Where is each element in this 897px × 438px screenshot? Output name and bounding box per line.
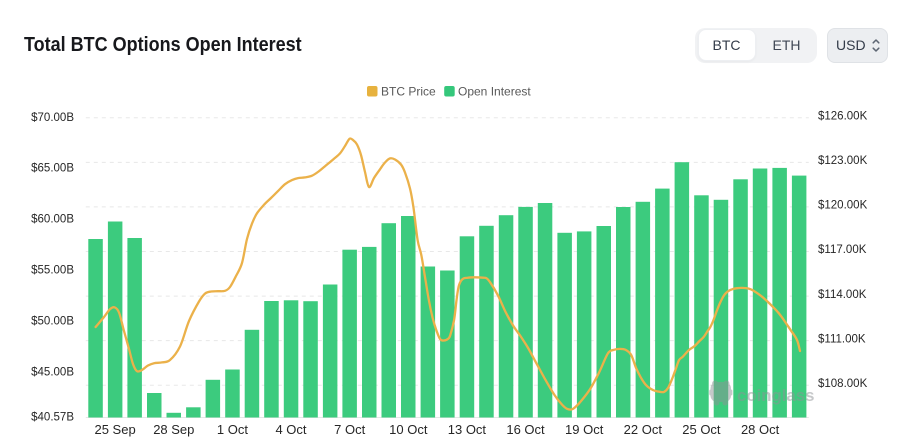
svg-text:$123.00K: $123.00K bbox=[818, 155, 868, 167]
svg-text:$70.00B: $70.00B bbox=[31, 112, 74, 124]
svg-text:7 Oct: 7 Oct bbox=[334, 422, 365, 437]
svg-text:28 Sep: 28 Sep bbox=[153, 422, 194, 437]
svg-text:$117.00K: $117.00K bbox=[818, 244, 867, 256]
svg-text:22 Oct: 22 Oct bbox=[624, 422, 663, 437]
svg-text:$111.00K: $111.00K bbox=[818, 333, 866, 345]
svg-text:25 Sep: 25 Sep bbox=[94, 422, 135, 437]
svg-text:$126.00K: $126.00K bbox=[818, 111, 868, 123]
svg-text:16 Oct: 16 Oct bbox=[506, 422, 545, 437]
svg-text:4 Oct: 4 Oct bbox=[275, 422, 306, 437]
svg-text:$40.57B: $40.57B bbox=[31, 412, 74, 424]
svg-text:Open Interest: Open Interest bbox=[458, 85, 531, 99]
svg-text:BTC Price: BTC Price bbox=[381, 85, 436, 99]
svg-text:10 Oct: 10 Oct bbox=[389, 422, 428, 437]
svg-text:coinglass: coinglass bbox=[737, 386, 814, 405]
svg-text:25 Oct: 25 Oct bbox=[682, 422, 721, 437]
svg-text:1 Oct: 1 Oct bbox=[217, 422, 248, 437]
svg-text:$65.00B: $65.00B bbox=[31, 163, 74, 175]
svg-text:28 Oct: 28 Oct bbox=[741, 422, 780, 437]
svg-text:$60.00B: $60.00B bbox=[31, 214, 74, 226]
svg-text:$114.00K: $114.00K bbox=[818, 289, 867, 301]
svg-text:$50.00B: $50.00B bbox=[31, 316, 74, 328]
svg-text:$45.00B: $45.00B bbox=[31, 366, 74, 378]
svg-text:19 Oct: 19 Oct bbox=[565, 422, 604, 437]
svg-text:$108.00K: $108.00K bbox=[818, 378, 868, 390]
svg-text:$55.00B: $55.00B bbox=[31, 265, 74, 277]
svg-text:$120.00K: $120.00K bbox=[818, 200, 868, 212]
svg-text:13 Oct: 13 Oct bbox=[448, 422, 487, 437]
